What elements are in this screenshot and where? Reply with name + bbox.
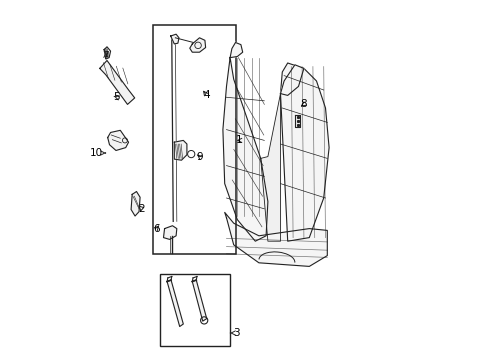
Polygon shape — [260, 94, 280, 241]
Polygon shape — [174, 140, 186, 160]
Polygon shape — [280, 65, 303, 95]
Text: 9: 9 — [196, 152, 203, 162]
Polygon shape — [189, 38, 205, 52]
Polygon shape — [223, 58, 267, 241]
Polygon shape — [167, 280, 183, 327]
Bar — [152, 25, 235, 254]
Bar — [160, 274, 230, 346]
Polygon shape — [224, 212, 326, 266]
Text: 2: 2 — [138, 204, 145, 214]
Text: 5: 5 — [113, 92, 120, 102]
Polygon shape — [280, 63, 328, 241]
Polygon shape — [131, 192, 140, 216]
Polygon shape — [163, 226, 177, 239]
Text: 1: 1 — [235, 135, 242, 145]
Text: 3: 3 — [230, 328, 240, 338]
Polygon shape — [230, 42, 242, 58]
Text: 6: 6 — [153, 224, 159, 234]
Polygon shape — [170, 34, 179, 44]
Polygon shape — [192, 280, 206, 321]
Polygon shape — [104, 47, 110, 59]
Polygon shape — [100, 60, 134, 104]
Text: 4: 4 — [203, 90, 209, 100]
Text: 7: 7 — [102, 51, 109, 61]
Text: 8: 8 — [300, 99, 306, 109]
Polygon shape — [107, 130, 128, 150]
Polygon shape — [294, 115, 300, 127]
Text: 10: 10 — [89, 148, 105, 158]
